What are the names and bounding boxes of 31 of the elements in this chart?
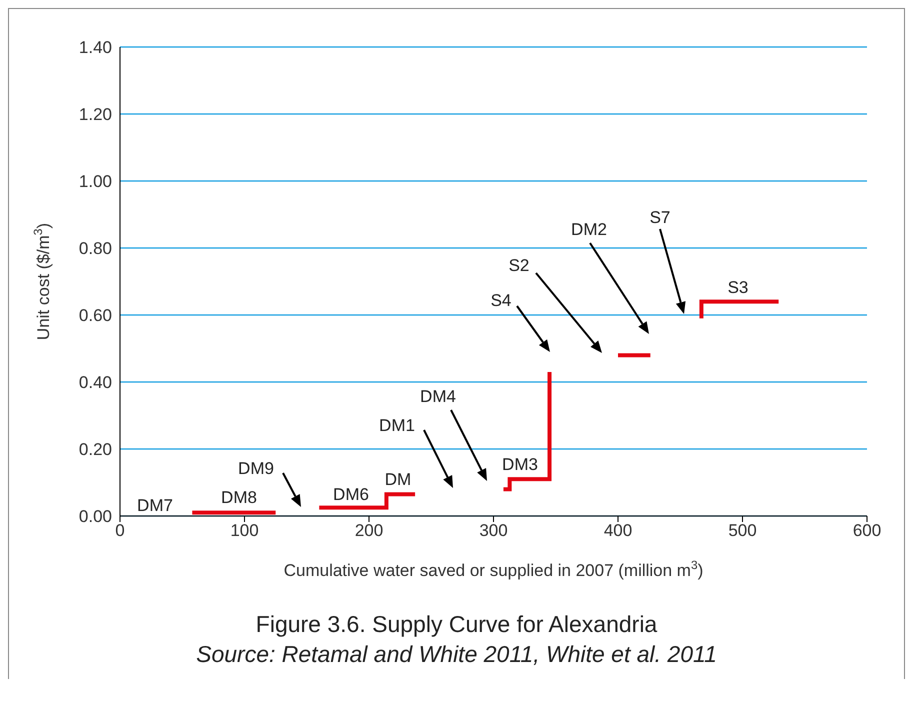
y-tick-label: 1.20 — [78, 105, 112, 124]
annotation: DM8 — [221, 488, 257, 506]
x-tick-label: 400 — [604, 521, 632, 540]
annotation: S7 — [650, 208, 670, 226]
annotation: DM1 — [379, 416, 415, 434]
y-tick-label: 1.40 — [78, 38, 112, 58]
annotation: DM4 — [420, 386, 456, 406]
x-tick-label: 600 — [852, 521, 882, 540]
x-tick-label: 100 — [230, 521, 259, 540]
y-tick-label: 0.60 — [78, 306, 112, 326]
annotation: DM9 — [238, 458, 274, 478]
text: Figure 3.6. Supply Curve for Alexandria — [254, 610, 658, 639]
annotation: DM3 — [502, 454, 538, 474]
x-tick-label: 0 — [115, 521, 125, 540]
x-tick-label: 300 — [479, 521, 508, 540]
annotation: DM7 — [137, 496, 173, 514]
annotation: S2 — [508, 256, 530, 274]
x-axis-title: Cumulative water saved or supplied in 2007 (million m$^{3}$) — [284, 558, 704, 580]
y-tick-label: 0.00 — [78, 507, 112, 526]
y-tick-label: 0.40 — [78, 373, 112, 392]
annotation: S4 — [490, 290, 512, 310]
annotation: DM6 — [333, 484, 369, 504]
annotation: DM — [384, 470, 412, 488]
y-tick-label: 1.00 — [78, 172, 112, 192]
y-tick-label: 0.80 — [78, 239, 112, 258]
annotation: S3 — [728, 278, 748, 296]
y-tick-label: 0.20 — [78, 440, 112, 460]
source-note: Source: Retamal and White 2011, White et al. 2011 — [195, 640, 718, 669]
x-tick-label: 500 — [728, 521, 757, 540]
annotation: DM2 — [571, 220, 607, 238]
x-tick-label: 200 — [354, 521, 384, 540]
